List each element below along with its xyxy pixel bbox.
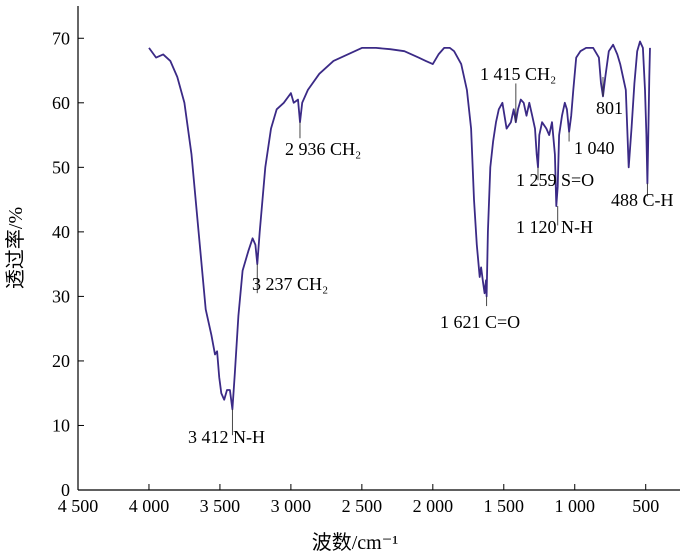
y-tick-label: 30 [52,286,70,306]
y-tick-label: 40 [52,222,70,242]
x-tick-label: 4 000 [129,496,170,516]
chart-axes [77,6,680,491]
x-tick-label: 2 500 [342,496,383,516]
x-tick-label: 1 000 [554,496,595,516]
y-tick-label: 10 [52,415,70,435]
peak-label: 2 936 CH₂ [285,139,361,159]
peak-label: 488 C-H [611,190,674,210]
peak-label: 1 120 N-H [516,217,593,237]
x-ticks: 4 500 4 000 3 500 3 000 2 500 2 000 1 500 1 000… [58,484,659,516]
x-tick-label: 2 000 [413,496,454,516]
y-tick-label: 0 [61,480,70,500]
x-tick-label: 500 [632,496,659,516]
peak-label: 1 415 CH₂ [480,64,556,84]
x-tick-label: 3 500 [200,496,241,516]
x-tick-label: 4 500 [58,496,99,516]
x-axis-label: 波数/cm⁻¹ [312,531,399,554]
y-tick-label: 20 [52,351,70,371]
y-ticks: 0 10 20 30 40 50 60 70 [52,28,84,500]
peak-label: 3 237 CH₂ [252,274,328,294]
y-tick-label: 50 [52,157,70,177]
peak-annotations: 3 412 N-H 3 237 CH₂ 2 936 CH₂ 1 621 C=O 1 41… [188,64,674,447]
x-tick-label: 1 500 [484,496,525,516]
y-tick-label: 70 [52,28,70,48]
peak-label: 1 259 S=O [516,170,594,190]
peak-label: 3 412 N-H [188,427,265,447]
peak-label: 1 040 [574,138,615,158]
peak-label: 801 [596,98,623,118]
y-axis-label: 透过率/% [4,207,27,289]
peak-label: 1 621 C=O [440,312,520,332]
x-tick-label: 3 000 [271,496,312,516]
y-tick-label: 60 [52,93,70,113]
